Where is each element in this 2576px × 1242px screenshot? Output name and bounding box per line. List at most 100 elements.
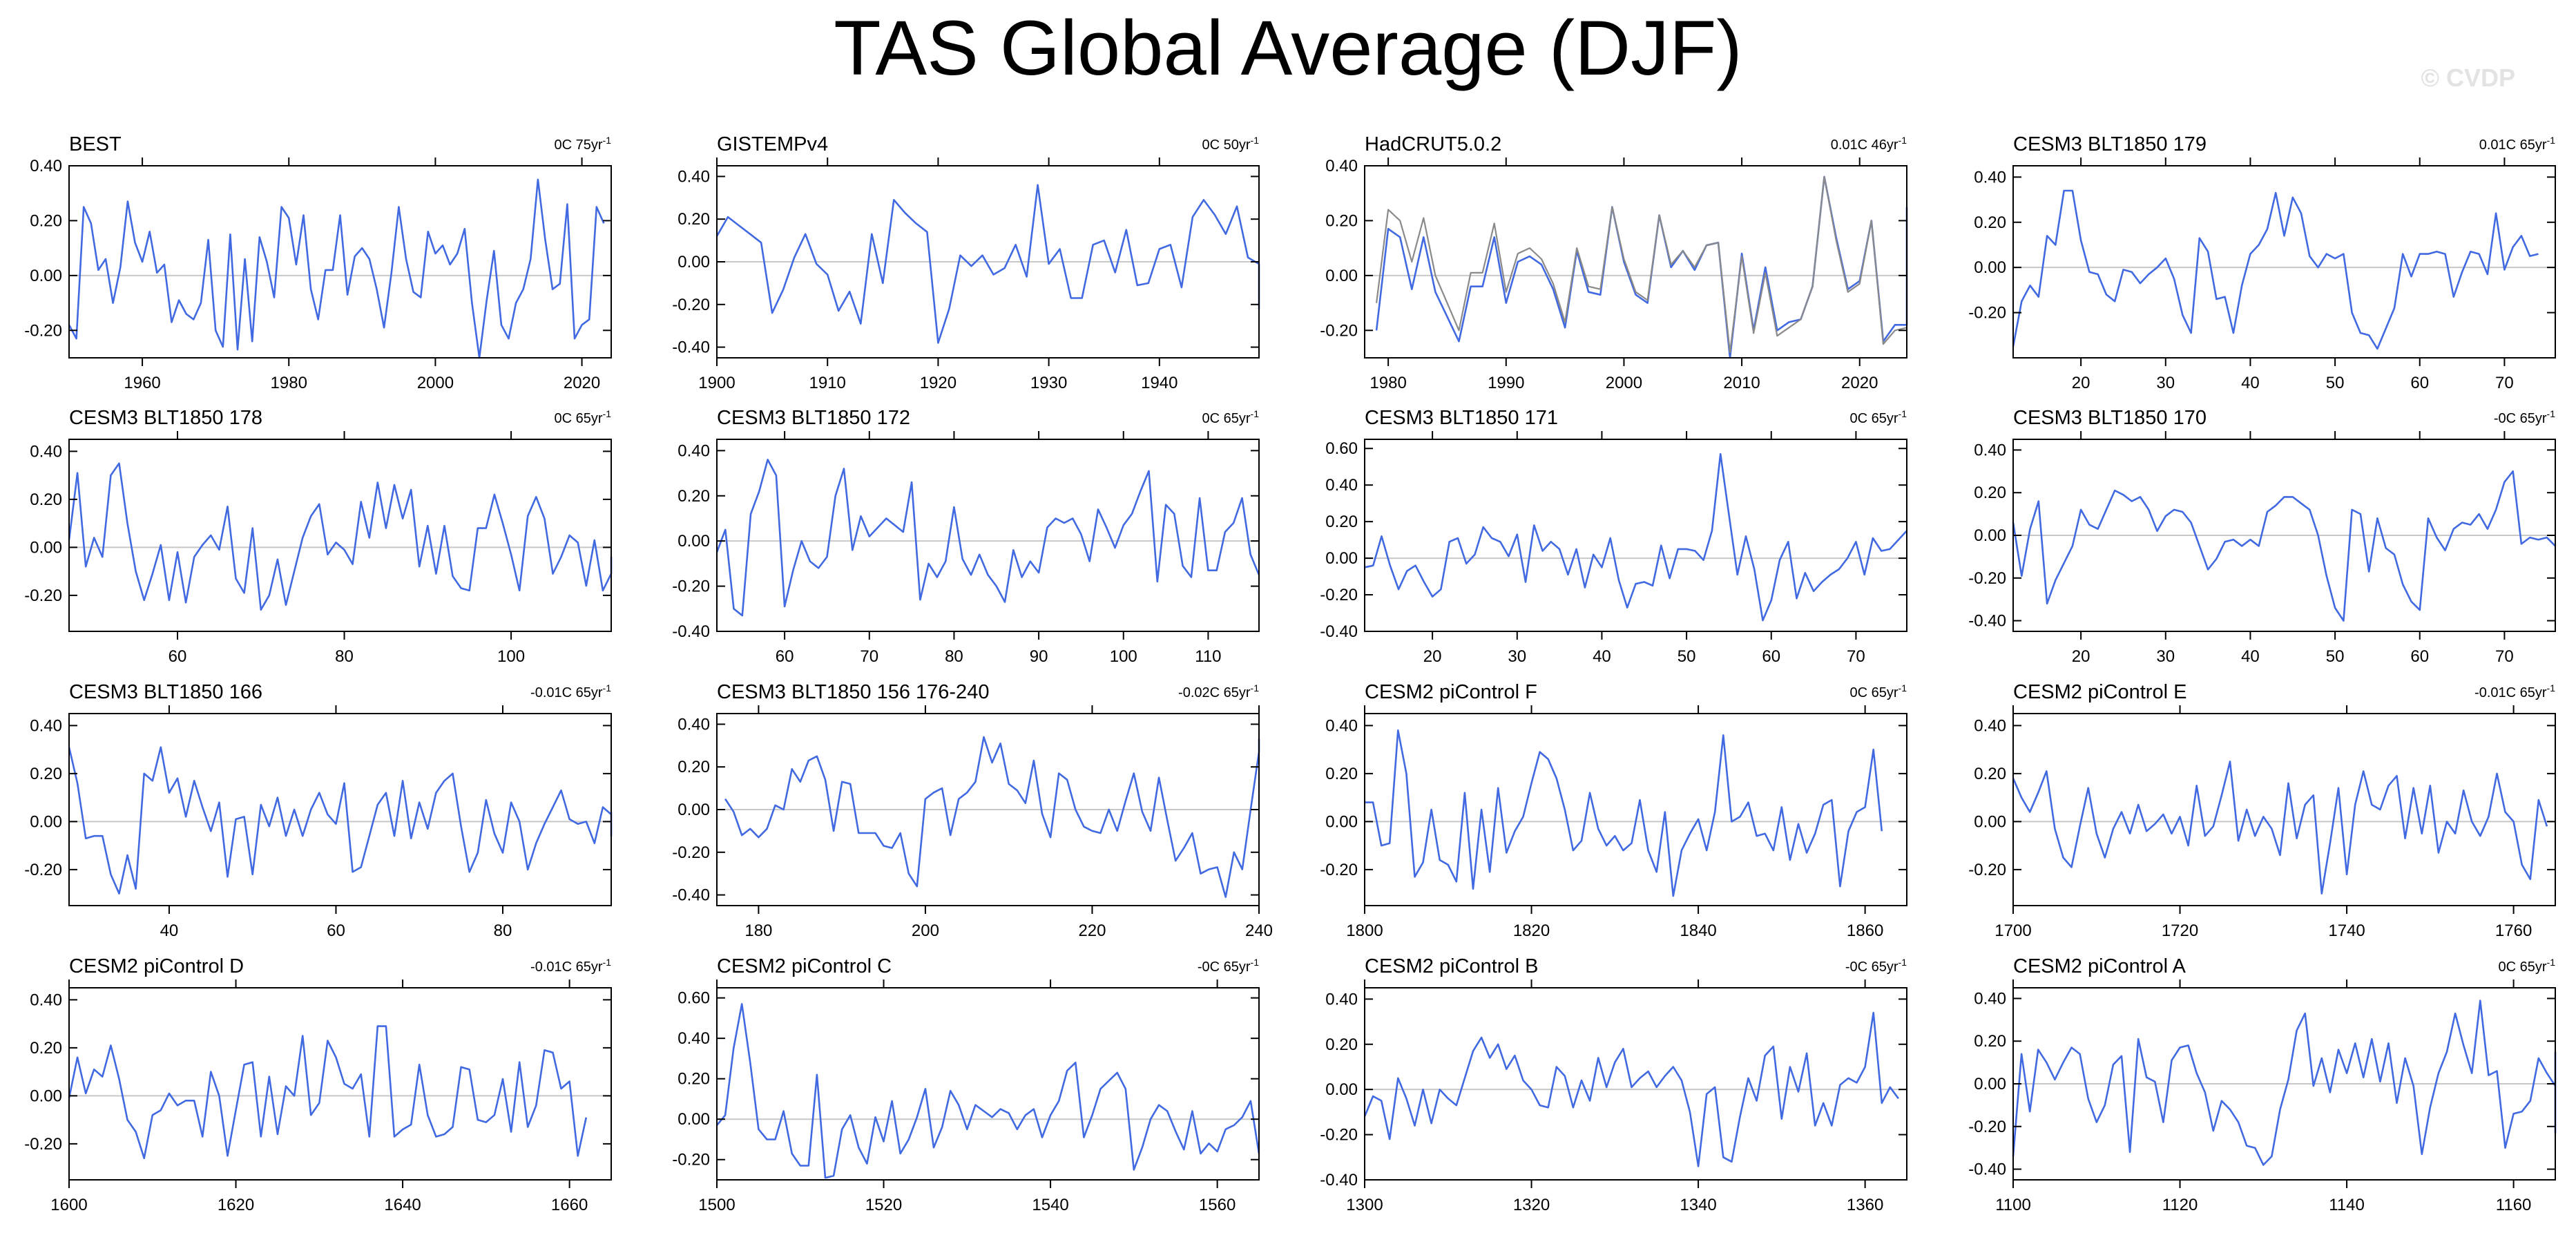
y-tick-label: 0.40 <box>1325 476 1358 495</box>
y-tick-label: -0.20 <box>24 861 62 879</box>
x-tick-label: 40 <box>160 921 179 940</box>
x-tick-label: 50 <box>2326 647 2345 666</box>
cvdp-watermark: © CVDP <box>2421 64 2515 92</box>
x-tick-label: 1340 <box>1680 1196 1716 1214</box>
y-tick-label: 0.00 <box>1325 549 1358 568</box>
x-tick-label: 40 <box>2241 647 2260 666</box>
y-tick-label: 0.00 <box>1325 812 1358 831</box>
y-tick-label: -0.40 <box>1968 612 2006 631</box>
y-tick-label: -0.40 <box>672 338 710 357</box>
panel-title: CESM3 BLT1850 166 <box>69 681 262 703</box>
x-tick-label: 1500 <box>698 1196 735 1214</box>
y-tick-label: -0.20 <box>1968 569 2006 588</box>
y-tick-label: 0.00 <box>677 253 710 271</box>
y-tick-label: -0.20 <box>672 577 710 596</box>
x-tick-label: 1600 <box>50 1196 87 1214</box>
x-tick-label: 1980 <box>271 374 307 392</box>
x-tick-label: 60 <box>169 647 187 666</box>
y-tick-label: 0.60 <box>1325 439 1358 458</box>
y-tick-label: 0.00 <box>30 538 62 557</box>
x-tick-label: 1940 <box>1141 374 1178 392</box>
x-tick-label: 1740 <box>2328 921 2365 940</box>
x-tick-label: 1820 <box>1513 921 1550 940</box>
x-tick-label: 1800 <box>1346 921 1383 940</box>
x-tick-label: 40 <box>2241 374 2260 392</box>
x-tick-label: 2020 <box>564 374 600 392</box>
x-tick-label: 240 <box>1245 921 1273 940</box>
x-tick-label: 90 <box>1030 647 1048 666</box>
y-tick-label: 0.00 <box>677 1110 710 1129</box>
x-tick-label: 1620 <box>218 1196 254 1214</box>
series-line <box>68 462 613 611</box>
y-tick-label: 0.20 <box>30 1039 62 1058</box>
x-tick-label: 70 <box>860 647 878 666</box>
x-tick-label: 60 <box>327 921 345 940</box>
x-tick-label: 60 <box>2410 647 2429 666</box>
series-line <box>1364 452 1907 622</box>
panel-title: CESM3 BLT1850 171 <box>1365 407 1558 429</box>
y-tick-label: 0.40 <box>677 715 710 734</box>
panel-title: CESM2 piControl D <box>69 955 244 977</box>
y-tick-label: 0.40 <box>677 1029 710 1048</box>
x-tick-label: 20 <box>2072 374 2090 392</box>
x-tick-label: 1760 <box>2495 921 2532 940</box>
trend-label: -0.02C 65yr-1 <box>1178 682 1259 700</box>
trend-label: -0C 65yr-1 <box>1845 957 1907 975</box>
x-tick-label: 80 <box>335 647 354 666</box>
x-tick-label: 1960 <box>124 374 160 392</box>
x-tick-label: 50 <box>2326 374 2345 392</box>
x-tick-label: 1910 <box>809 374 846 392</box>
y-tick-label: 0.00 <box>1974 258 2006 277</box>
y-tick-label: -0.40 <box>672 886 710 905</box>
x-tick-label: 1520 <box>865 1196 902 1214</box>
x-tick-label: 1700 <box>1995 921 2031 940</box>
y-tick-label: 0.40 <box>1325 157 1358 175</box>
y-tick-label: -0.20 <box>1320 321 1358 340</box>
x-tick-label: 1840 <box>1680 921 1716 940</box>
panel-title: CESM3 BLT1850 156 176-240 <box>717 681 989 703</box>
y-tick-label: 0.20 <box>1325 765 1358 783</box>
panel-6: CESM3 BLT1850 171 0C 65yr-1 0.60 0.40 0.20 0.… <box>1320 407 1907 666</box>
y-tick-label: 0.00 <box>1325 267 1358 285</box>
panel-title: GISTEMPv4 <box>717 133 828 155</box>
panel-title: CESM3 BLT1850 179 <box>2013 133 2207 155</box>
y-tick-label: -0.20 <box>1320 1126 1358 1145</box>
panel-5: CESM3 BLT1850 172 0C 65yr-1 0.40 0.20 0.00 -0… <box>672 407 1260 666</box>
x-tick-label: 40 <box>1593 647 1611 666</box>
x-tick-label: 180 <box>744 921 772 940</box>
series-line <box>2012 761 2548 895</box>
panel-grid: BEST 0C 75yr-1 0.40 0.20 0.00 -0.20 1960 1980 20… <box>24 133 2557 1214</box>
y-tick-label: -0.20 <box>672 843 710 862</box>
series-line <box>2012 1000 2557 1166</box>
series-line <box>1375 175 1908 359</box>
x-tick-label: 1140 <box>2329 1196 2365 1214</box>
y-tick-label: 0.20 <box>30 211 62 230</box>
series-line <box>715 184 1260 344</box>
panel-title: CESM2 piControl F <box>1365 681 1537 703</box>
y-tick-label: -0.20 <box>672 296 710 314</box>
trend-label: 0C 65yr-1 <box>1850 682 1907 700</box>
x-tick-label: 1990 <box>1488 374 1524 392</box>
plot-frame <box>68 165 612 359</box>
trend-label: 0C 65yr-1 <box>2499 957 2556 975</box>
trend-label: -0C 65yr-1 <box>2494 408 2555 426</box>
panel-0: BEST 0C 75yr-1 0.40 0.20 0.00 -0.20 1960 1980 20… <box>24 133 612 392</box>
y-tick-label: -0.20 <box>24 321 62 340</box>
panel-title: HadCRUT5.0.2 <box>1365 133 1501 155</box>
trend-label: 0C 50yr-1 <box>1202 135 1260 153</box>
panel-title: CESM2 piControl A <box>2013 955 2186 977</box>
series-line <box>1363 1011 1899 1167</box>
panel-10: CESM2 piControl F 0C 65yr-1 0.40 0.20 0.00 -0… <box>1320 681 1907 940</box>
x-tick-label: 30 <box>2156 374 2175 392</box>
y-tick-label: -0.40 <box>672 622 710 641</box>
x-tick-label: 200 <box>912 921 939 940</box>
x-tick-label: 1540 <box>1032 1196 1068 1214</box>
y-tick-label: 0.20 <box>1974 484 2006 502</box>
y-tick-label: -0.20 <box>1320 861 1358 879</box>
y-tick-label: 0.20 <box>677 1070 710 1089</box>
y-tick-label: -0.20 <box>1968 1118 2006 1136</box>
plot-frame <box>2012 713 2556 906</box>
y-tick-label: 0.40 <box>1974 168 2006 187</box>
panel-14: CESM2 piControl B -0C 65yr-1 0.40 0.20 0.00 -… <box>1320 955 1907 1214</box>
panel-title: CESM2 piControl E <box>2013 681 2186 703</box>
